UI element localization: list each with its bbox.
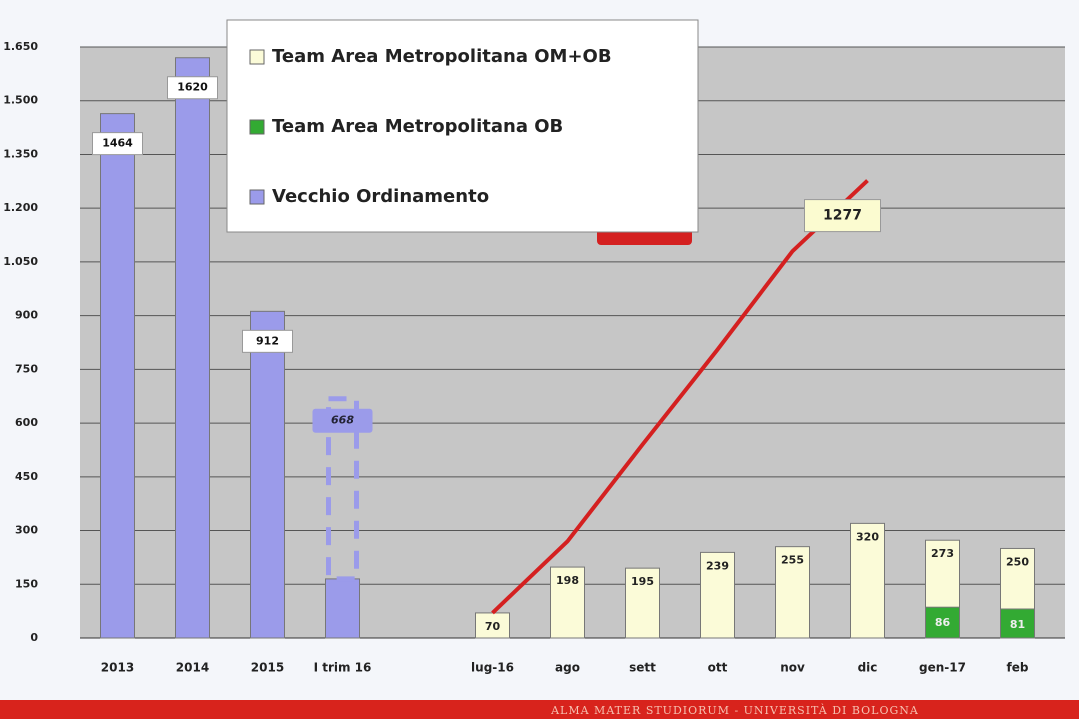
y-tick-label: 0 xyxy=(30,631,38,644)
footer-bar xyxy=(0,700,1079,719)
value-label: 320 xyxy=(856,530,879,543)
trend-end-label-box xyxy=(804,199,881,233)
value-label: 1464 xyxy=(102,137,133,150)
y-tick-label: 300 xyxy=(15,524,38,537)
bar xyxy=(775,546,810,639)
x-tick-label: 2014 xyxy=(176,661,209,675)
bar xyxy=(250,310,285,639)
x-tick-label: nov xyxy=(780,661,805,675)
value-label: 1620 xyxy=(177,81,208,94)
bar xyxy=(100,113,135,639)
legend-label: Vecchio Ordinamento xyxy=(272,186,489,207)
bar xyxy=(175,57,210,639)
trend-line xyxy=(491,179,869,615)
trend-end-label: 1277 xyxy=(823,208,862,224)
value-label: 239 xyxy=(706,559,729,572)
bar xyxy=(850,522,885,639)
projection-bar xyxy=(326,396,359,582)
footer-text: ALMA MATER STUDIORUM - UNIVERSITÀ DI BOL… xyxy=(550,703,919,717)
x-tick-label: gen-17 xyxy=(919,661,966,675)
value-label: 255 xyxy=(781,554,804,567)
x-tick-label: feb xyxy=(1007,661,1029,675)
x-tick-label: sett xyxy=(629,661,656,675)
legend-swatch xyxy=(249,49,265,65)
value-label: 273 xyxy=(931,547,954,560)
bar xyxy=(1000,608,1035,639)
y-tick-label: 1.650 xyxy=(3,40,38,53)
value-label: 250 xyxy=(1006,555,1029,568)
x-tick-label: 2013 xyxy=(101,661,134,675)
x-tick-label: ott xyxy=(708,661,728,675)
y-tick-label: 450 xyxy=(15,470,38,483)
x-tick-label: lug-16 xyxy=(471,661,514,675)
y-tick-label: 1.200 xyxy=(3,201,38,214)
x-tick-label: ago xyxy=(555,661,580,675)
bar xyxy=(325,578,360,639)
y-tick-label: 900 xyxy=(15,309,38,322)
value-label-box xyxy=(92,132,143,156)
bar xyxy=(550,566,585,639)
bar xyxy=(925,606,960,639)
y-tick-label: 600 xyxy=(15,416,38,429)
legend-swatch xyxy=(249,119,265,135)
y-tick-label: 150 xyxy=(15,577,38,590)
value-label: 198 xyxy=(556,574,579,587)
y-tick-label: 1.050 xyxy=(3,255,38,268)
y-tick-label: 1.500 xyxy=(3,94,38,107)
value-label-box xyxy=(167,76,218,100)
x-tick-label: dic xyxy=(858,661,878,675)
legend-label: Team Area Metropolitana OB xyxy=(272,116,563,137)
x-tick-label: 2015 xyxy=(251,661,284,675)
x-tick-label: I trim 16 xyxy=(314,661,372,675)
value-label: 912 xyxy=(256,334,279,347)
legend-swatch xyxy=(249,189,265,205)
bar xyxy=(700,551,735,639)
projection-label: 668 xyxy=(331,414,354,427)
value-label: 81 xyxy=(1010,618,1025,631)
y-tick-label: 1.350 xyxy=(3,147,38,160)
value-label: 195 xyxy=(631,575,654,588)
projection-box xyxy=(312,408,373,433)
legend-box xyxy=(226,19,699,233)
legend-label: Team Area Metropolitana OM+OB xyxy=(272,46,612,67)
y-tick-label: 750 xyxy=(15,362,38,375)
value-label: 70 xyxy=(485,620,501,633)
value-label: 86 xyxy=(935,616,951,629)
value-label-box xyxy=(242,329,293,353)
bar xyxy=(625,567,660,639)
